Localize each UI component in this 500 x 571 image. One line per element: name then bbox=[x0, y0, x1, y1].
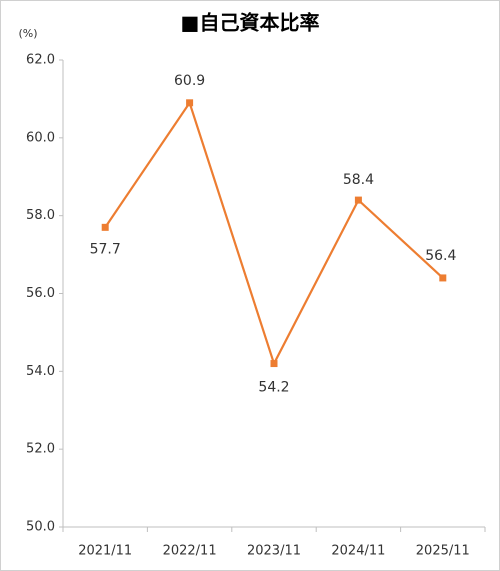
y-tick-label: 56.0 bbox=[26, 286, 55, 301]
data-label: 57.7 bbox=[90, 241, 121, 257]
y-tick-label: 60.0 bbox=[26, 130, 55, 145]
data-label: 56.4 bbox=[425, 248, 456, 264]
y-tick-label: 54.0 bbox=[26, 364, 55, 379]
y-tick-label: 62.0 bbox=[26, 53, 55, 68]
data-label: 60.9 bbox=[174, 73, 205, 89]
y-tick-label: 58.0 bbox=[26, 208, 55, 223]
x-tick-label: 2024/11 bbox=[331, 544, 385, 559]
chart-title: ■自己資本比率 bbox=[181, 11, 320, 35]
x-tick-label: 2023/11 bbox=[247, 544, 301, 559]
data-label: 58.4 bbox=[343, 172, 374, 188]
marker bbox=[270, 360, 278, 368]
y-unit: (%) bbox=[18, 27, 37, 40]
marker bbox=[186, 99, 194, 107]
x-tick-label: 2021/11 bbox=[78, 544, 132, 559]
data-label: 54.2 bbox=[258, 380, 289, 396]
y-tick-label: 52.0 bbox=[26, 442, 55, 457]
x-tick-label: 2025/11 bbox=[416, 544, 470, 559]
marker bbox=[439, 274, 447, 282]
y-tick-label: 50.0 bbox=[26, 520, 55, 535]
marker bbox=[101, 223, 109, 231]
marker bbox=[354, 196, 362, 204]
x-tick-label: 2022/11 bbox=[163, 544, 217, 559]
